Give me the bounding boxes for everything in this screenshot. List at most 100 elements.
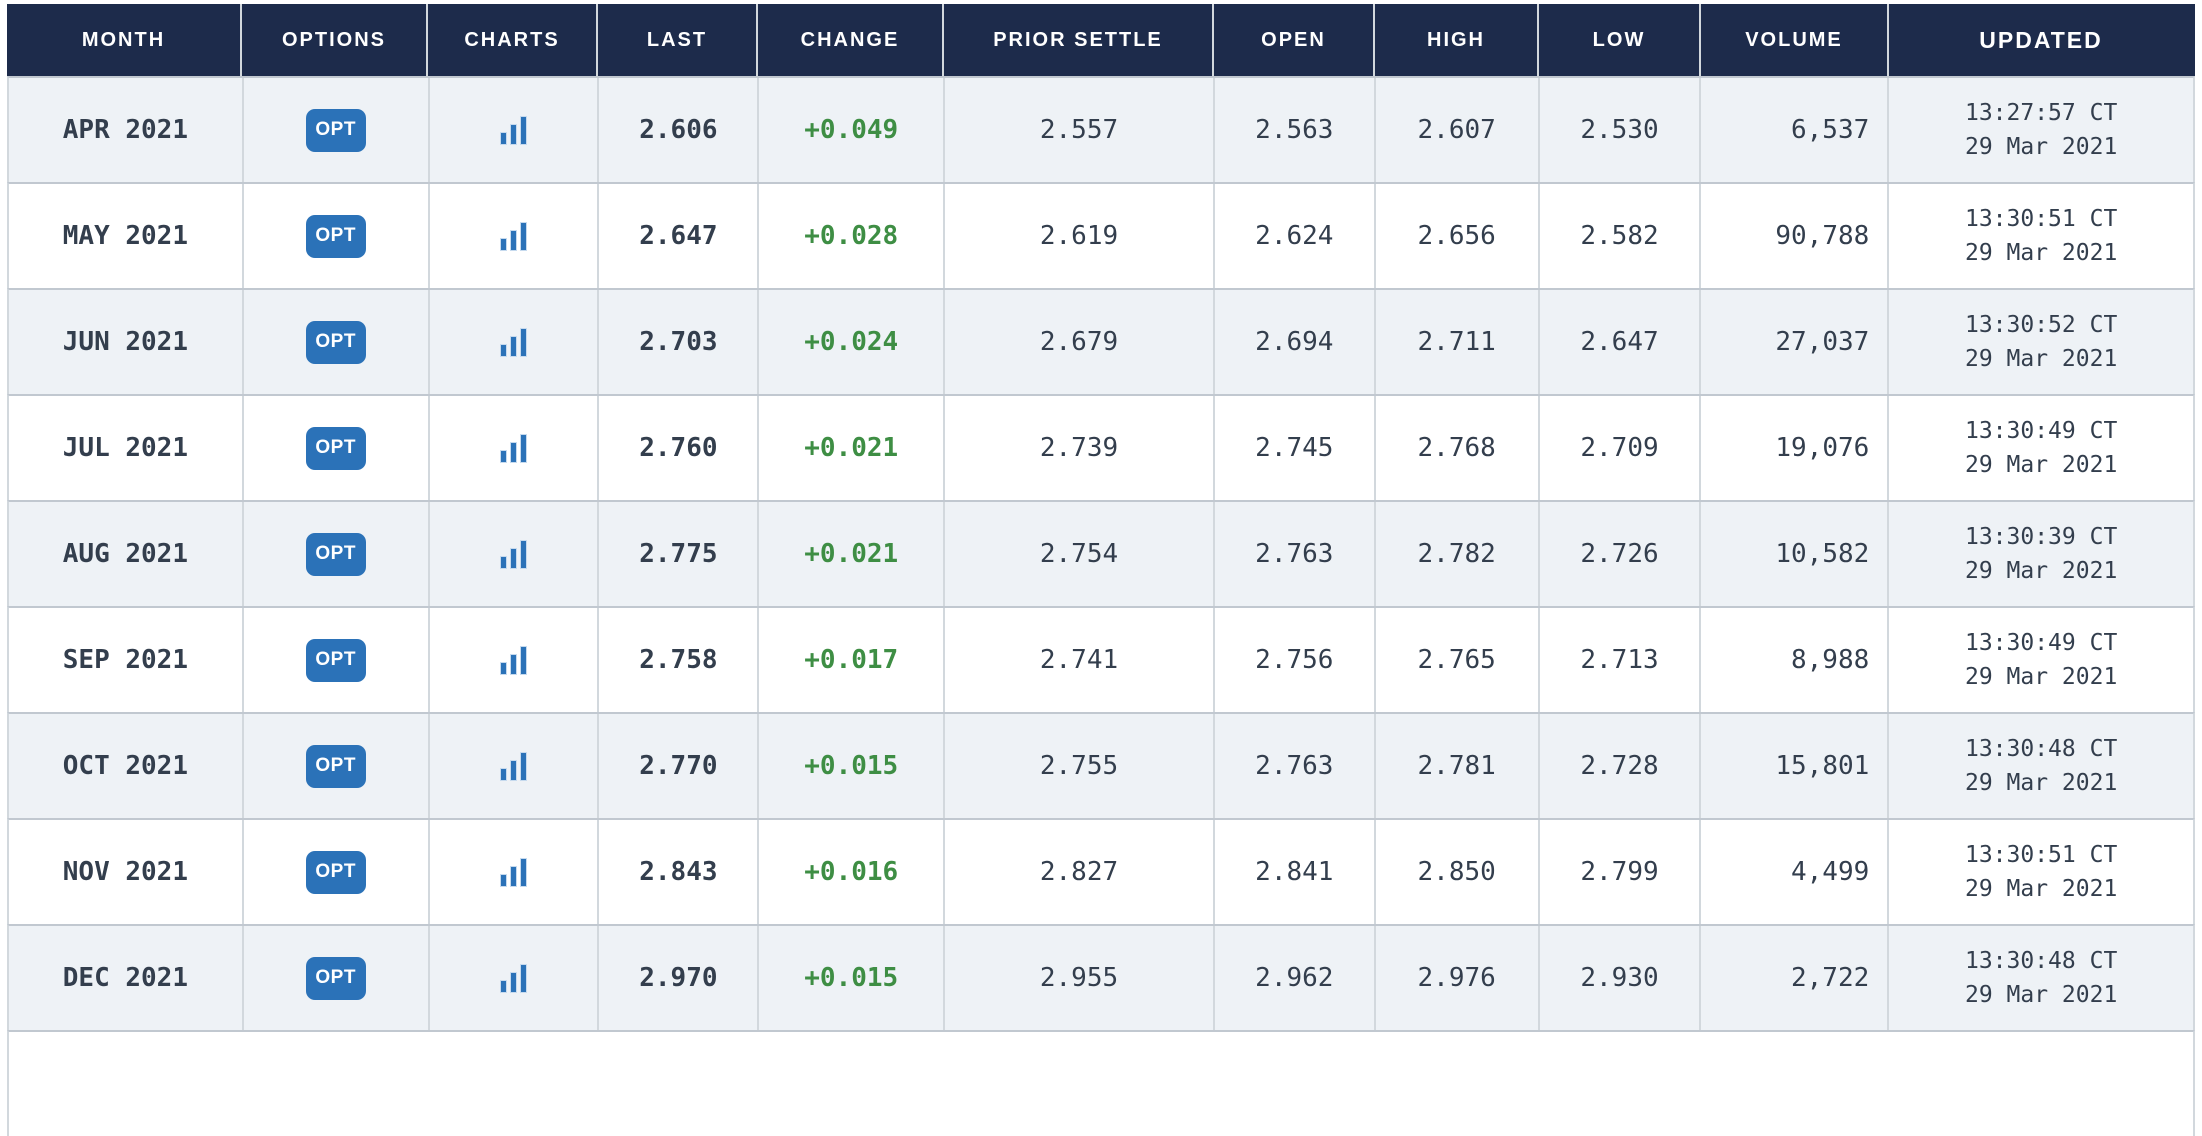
change-cell: +0.028 <box>759 184 946 288</box>
column-header-month: MONTH <box>7 4 242 76</box>
charts-cell <box>430 290 600 394</box>
bar-chart-icon[interactable] <box>500 433 528 463</box>
updated-cell: 13:30:48 CT 29 Mar 2021 <box>1889 926 2193 1030</box>
low-cell: 2.709 <box>1540 396 1702 500</box>
bar-chart-icon[interactable] <box>500 327 528 357</box>
charts-cell <box>430 926 600 1030</box>
high-cell: 2.768 <box>1376 396 1540 500</box>
low-cell: 2.530 <box>1540 78 1702 182</box>
last-cell: 2.770 <box>599 714 760 818</box>
updated-cell: 13:30:51 CT 29 Mar 2021 <box>1889 820 2193 924</box>
bar-chart-icon[interactable] <box>500 963 528 993</box>
high-cell: 2.607 <box>1376 78 1540 182</box>
high-cell: 2.850 <box>1376 820 1540 924</box>
volume-cell: 2,722 <box>1701 926 1890 1030</box>
table-row: AUG 2021 OPT 2.775 +0.021 2.754 2.763 2.… <box>7 500 2195 606</box>
updated-time: 13:30:52 CT <box>1964 312 2118 338</box>
options-button[interactable]: OPT <box>305 108 366 152</box>
updated-cell: 13:30:49 CT 29 Mar 2021 <box>1889 608 2193 712</box>
options-cell: OPT <box>244 926 430 1030</box>
bar-chart-icon[interactable] <box>500 645 528 675</box>
last-cell: 2.843 <box>599 820 760 924</box>
high-cell: 2.781 <box>1376 714 1540 818</box>
updated-cell: 13:30:48 CT 29 Mar 2021 <box>1889 714 2193 818</box>
updated-date: 29 Mar 2021 <box>1964 982 2118 1008</box>
prior-settle-cell: 2.827 <box>945 820 1215 924</box>
change-cell: +0.049 <box>759 78 946 182</box>
open-cell: 2.694 <box>1215 290 1376 394</box>
options-button[interactable]: OPT <box>305 214 366 258</box>
charts-cell <box>430 714 600 818</box>
change-cell: +0.015 <box>759 926 946 1030</box>
open-cell: 2.756 <box>1215 608 1376 712</box>
open-cell: 2.841 <box>1215 820 1376 924</box>
month-cell: NOV 2021 <box>9 820 244 924</box>
last-cell: 2.760 <box>599 396 760 500</box>
updated-time: 13:30:51 CT <box>1964 842 2118 868</box>
table-row: MAY 2021 OPT 2.647 +0.028 2.619 2.624 2.… <box>7 182 2195 288</box>
high-cell: 2.656 <box>1376 184 1540 288</box>
volume-cell: 27,037 <box>1701 290 1890 394</box>
table-row: JUL 2021 OPT 2.760 +0.021 2.739 2.745 2.… <box>7 394 2195 500</box>
open-cell: 2.763 <box>1215 502 1376 606</box>
table-row: OCT 2021 OPT 2.770 +0.015 2.755 2.763 2.… <box>7 712 2195 818</box>
charts-cell <box>430 78 600 182</box>
charts-cell <box>430 396 600 500</box>
prior-settle-cell: 2.755 <box>945 714 1215 818</box>
column-header-prior-settle: PRIOR SETTLE <box>944 4 1214 76</box>
updated-cell: 13:30:49 CT 29 Mar 2021 <box>1889 396 2193 500</box>
volume-cell: 6,537 <box>1701 78 1890 182</box>
low-cell: 2.728 <box>1540 714 1702 818</box>
change-cell: +0.024 <box>759 290 946 394</box>
bar-chart-icon[interactable] <box>500 221 528 251</box>
table-row: APR 2021 OPT 2.606 +0.049 2.557 2.563 2.… <box>7 76 2195 182</box>
bar-chart-icon[interactable] <box>500 539 528 569</box>
change-cell: +0.017 <box>759 608 946 712</box>
prior-settle-cell: 2.739 <box>945 396 1215 500</box>
last-cell: 2.647 <box>599 184 760 288</box>
options-cell: OPT <box>244 184 430 288</box>
futures-quotes-table: MONTH OPTIONS CHARTS LAST CHANGE PRIOR S… <box>7 4 2195 1136</box>
change-cell: +0.016 <box>759 820 946 924</box>
column-header-options: OPTIONS <box>242 4 428 76</box>
column-header-high: HIGH <box>1375 4 1539 76</box>
options-button[interactable]: OPT <box>305 744 366 788</box>
options-button[interactable]: OPT <box>305 638 366 682</box>
low-cell: 2.713 <box>1540 608 1702 712</box>
bar-chart-icon[interactable] <box>500 115 528 145</box>
table-row: DEC 2021 OPT 2.970 +0.015 2.955 2.962 2.… <box>7 924 2195 1030</box>
updated-date: 29 Mar 2021 <box>1964 664 2118 690</box>
prior-settle-cell: 2.955 <box>945 926 1215 1030</box>
open-cell: 2.745 <box>1215 396 1376 500</box>
options-button[interactable]: OPT <box>305 956 366 1000</box>
bar-chart-icon[interactable] <box>500 751 528 781</box>
volume-cell: 15,801 <box>1701 714 1890 818</box>
options-button[interactable]: OPT <box>305 426 366 470</box>
table-row: NOV 2021 OPT 2.843 +0.016 2.827 2.841 2.… <box>7 818 2195 924</box>
options-button[interactable]: OPT <box>305 532 366 576</box>
updated-date: 29 Mar 2021 <box>1964 134 2118 160</box>
options-button[interactable]: OPT <box>305 320 366 364</box>
low-cell: 2.726 <box>1540 502 1702 606</box>
open-cell: 2.563 <box>1215 78 1376 182</box>
options-button[interactable]: OPT <box>305 850 366 894</box>
open-cell: 2.962 <box>1215 926 1376 1030</box>
change-cell: +0.021 <box>759 502 946 606</box>
table-row: SEP 2021 OPT 2.758 +0.017 2.741 2.756 2.… <box>7 606 2195 712</box>
open-cell: 2.624 <box>1215 184 1376 288</box>
column-header-change: CHANGE <box>758 4 944 76</box>
column-header-low: LOW <box>1539 4 1701 76</box>
charts-cell <box>430 820 600 924</box>
volume-cell: 10,582 <box>1701 502 1890 606</box>
volume-cell: 8,988 <box>1701 608 1890 712</box>
month-cell: JUN 2021 <box>9 290 244 394</box>
last-cell: 2.703 <box>599 290 760 394</box>
updated-time: 13:27:57 CT <box>1964 100 2118 126</box>
options-cell: OPT <box>244 78 430 182</box>
low-cell: 2.799 <box>1540 820 1702 924</box>
last-cell: 2.606 <box>599 78 760 182</box>
table-row: JUN 2021 OPT 2.703 +0.024 2.679 2.694 2.… <box>7 288 2195 394</box>
low-cell: 2.930 <box>1540 926 1702 1030</box>
column-header-volume: VOLUME <box>1701 4 1889 76</box>
bar-chart-icon[interactable] <box>500 857 528 887</box>
